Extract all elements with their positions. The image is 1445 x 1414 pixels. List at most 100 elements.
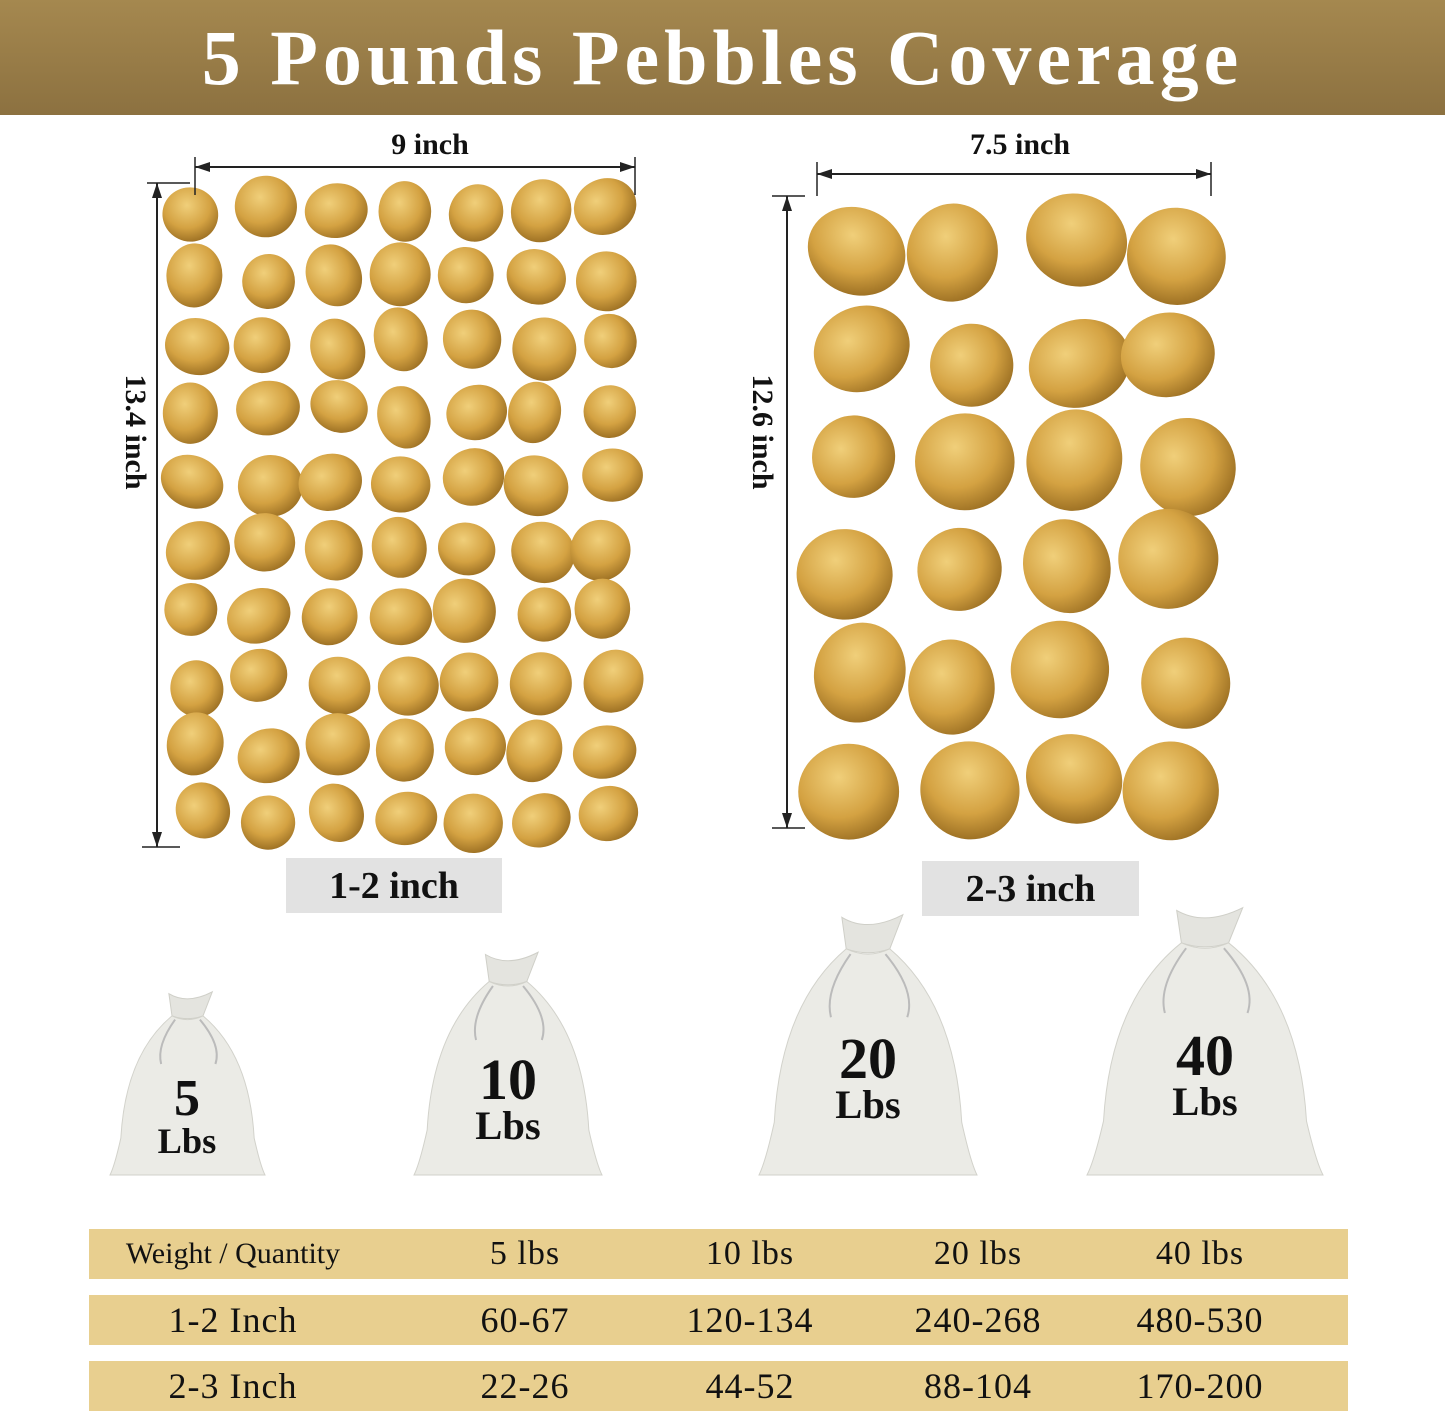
pebble: [162, 382, 218, 444]
width-arrow-left: [142, 157, 1212, 848]
pebble: [1141, 637, 1231, 729]
pebble: [378, 181, 432, 242]
pebble: [506, 249, 566, 305]
bag-icon: [758, 913, 978, 1176]
pebble: [373, 307, 428, 372]
pebble: [920, 741, 1020, 840]
pebble: [369, 242, 431, 307]
pebble: [234, 175, 297, 238]
table-cell: 2-3 Inch: [168, 1366, 298, 1406]
pebble: [305, 244, 363, 307]
pebble: [512, 793, 571, 848]
pebble: [807, 206, 906, 296]
table-cell: 22-26: [480, 1366, 570, 1406]
pebble: [370, 456, 431, 513]
pebble: [233, 317, 291, 374]
pebble: [301, 588, 358, 646]
pebble: [166, 243, 223, 308]
pebble: [917, 527, 1002, 611]
pebbles-2-3-inch-image: [796, 193, 1236, 841]
pebble: [375, 718, 434, 782]
height-label-left: 13.4 inch: [119, 374, 152, 490]
pebble: [575, 251, 637, 312]
pebble: [573, 178, 637, 236]
pebble: [160, 454, 224, 509]
pebble: [1122, 741, 1219, 841]
pebble: [375, 791, 438, 846]
pebble: [582, 448, 643, 502]
table-header-cell: 20 lbs: [933, 1235, 1023, 1272]
pebble: [377, 656, 439, 716]
pebble: [1140, 417, 1236, 517]
pebble: [1120, 312, 1215, 398]
pebble: [237, 454, 303, 517]
pebble: [308, 783, 364, 843]
pebble: [162, 187, 219, 242]
pebble: [572, 725, 637, 779]
pebble: [1028, 318, 1131, 408]
height-label-right: 12.6 inch: [746, 374, 779, 490]
pebble: [508, 381, 562, 444]
pebble: [1022, 519, 1111, 614]
pebble: [506, 719, 563, 783]
pebble: [369, 588, 433, 646]
pebble: [444, 717, 507, 776]
size-label-left: 1-2 inch: [286, 858, 502, 913]
pebble: [234, 513, 296, 572]
table-cell: 88-104: [924, 1366, 1032, 1406]
pebble: [165, 521, 230, 580]
pebble: [578, 785, 639, 842]
pebble: [511, 521, 575, 584]
pebble: [510, 179, 572, 243]
pebble: [227, 588, 291, 644]
pebble: [1010, 620, 1110, 719]
pebble: [570, 519, 631, 581]
pebble: [242, 253, 295, 310]
pebble: [1118, 508, 1219, 609]
pebble: [448, 184, 504, 242]
table-header-cell: 10 lbs: [705, 1235, 795, 1272]
bag-weight-number: 10: [479, 1047, 537, 1113]
table-cell: 44-52: [705, 1366, 795, 1406]
pebble: [443, 793, 503, 854]
pebble: [442, 448, 505, 506]
pebble: [509, 652, 572, 716]
pebble: [1026, 734, 1123, 824]
pebble: [583, 649, 644, 713]
pebble: [813, 305, 910, 393]
bag-20-lbs: 20 Lbs: [758, 912, 978, 1176]
pebble: [574, 578, 631, 639]
pebble: [906, 203, 998, 302]
pebble: [584, 313, 637, 369]
table-cell: 240-268: [914, 1300, 1042, 1340]
table-header-cell: Weight / Quantity: [125, 1237, 341, 1270]
pebble: [583, 385, 637, 438]
bag-weight-number: 20: [839, 1026, 897, 1092]
pebble: [310, 380, 368, 433]
pebble: [813, 622, 906, 723]
pebble: [165, 317, 230, 376]
pebble: [240, 795, 296, 850]
pebble: [812, 415, 896, 498]
pebble: [230, 648, 288, 702]
page-title: 5 Pounds Pebbles Coverage: [201, 13, 1244, 101]
pebble: [798, 743, 900, 840]
table-cell: 120-134: [686, 1300, 814, 1340]
pebble: [915, 413, 1015, 511]
table-cell: 60-67: [480, 1300, 570, 1340]
bag-weight-number: 5: [174, 1070, 200, 1128]
pebble: [237, 728, 300, 784]
table-header-row: Weight / Quantity 5 lbs 10 lbs 20 lbs 40 lbs: [89, 1229, 1348, 1279]
pebble: [377, 386, 431, 449]
pebble: [298, 453, 362, 511]
pebble: [439, 652, 499, 712]
pebble: [512, 317, 577, 381]
table-cell: 480-530: [1136, 1300, 1264, 1340]
bag-5-lbs: 5 Lbs: [108, 990, 266, 1176]
bag-weight-unit: Lbs: [835, 1082, 901, 1128]
size-label-right: 2-3 inch: [922, 861, 1139, 916]
table-header-cell: 40 lbs: [1155, 1235, 1245, 1272]
pebble: [930, 323, 1014, 407]
table-cell: 170-200: [1136, 1366, 1264, 1406]
pebble: [164, 583, 218, 636]
